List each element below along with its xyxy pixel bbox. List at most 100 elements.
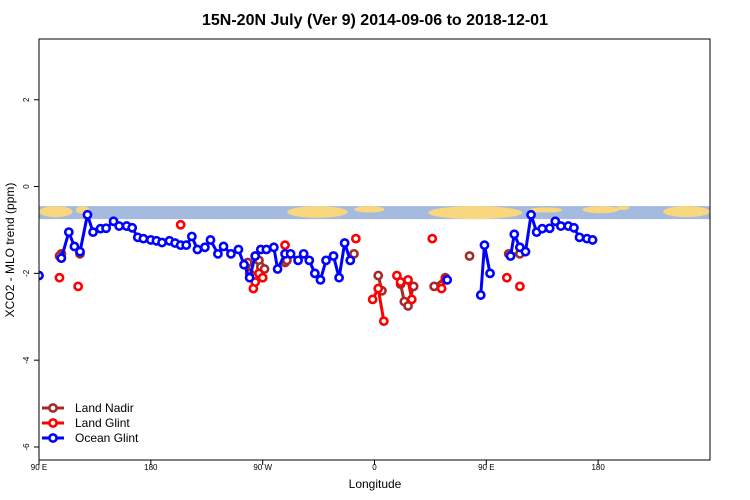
data-point <box>479 240 490 251</box>
data-point <box>114 221 125 231</box>
data-point <box>464 251 475 261</box>
data-point <box>367 294 378 305</box>
data-point <box>272 264 283 274</box>
continent-shape <box>528 207 563 213</box>
data-point <box>199 242 210 253</box>
data-point <box>505 251 516 261</box>
data-point <box>350 233 361 244</box>
series-land-glint <box>54 219 525 327</box>
data-point <box>574 232 585 243</box>
continent-shape <box>354 206 385 213</box>
plot-frame <box>38 38 711 461</box>
data-point <box>250 251 261 261</box>
map-band-land <box>39 206 710 220</box>
world-map-band <box>39 206 710 220</box>
y-axis-label: XCO2 - MLO trend (ppm) <box>3 183 17 318</box>
continent-shape <box>663 206 710 218</box>
data-point <box>514 281 525 292</box>
data-point <box>233 244 244 255</box>
data-point <box>82 209 93 220</box>
continent-shape <box>582 206 620 214</box>
data-point <box>54 272 65 283</box>
data-point <box>175 219 186 230</box>
data-point <box>261 244 272 255</box>
x-axis-label: Longitude <box>349 477 402 491</box>
legend-swatch-marker <box>48 418 58 428</box>
data-point <box>373 270 384 281</box>
data-point <box>395 277 406 287</box>
continent-shape <box>287 206 348 218</box>
data-point <box>509 229 520 240</box>
data-point <box>555 221 566 231</box>
data-point <box>442 274 453 285</box>
data-point <box>587 235 598 245</box>
data-point <box>88 227 98 238</box>
data-point <box>427 233 438 244</box>
data-point <box>157 237 167 248</box>
data-point <box>475 290 486 300</box>
data-point <box>73 281 84 292</box>
data-point <box>501 272 512 283</box>
x-tick-label: 180 <box>144 463 158 472</box>
data-point <box>75 246 85 257</box>
data-point <box>69 241 80 252</box>
data-point <box>406 294 417 305</box>
data-point <box>218 241 229 252</box>
data-point <box>339 238 350 248</box>
data-point <box>101 223 111 234</box>
data-point <box>192 244 203 255</box>
data-point <box>309 268 320 279</box>
x-tick-label: 90 E <box>31 463 47 472</box>
data-point <box>328 251 339 261</box>
continent-shape <box>428 206 523 220</box>
data-point <box>138 233 149 244</box>
data-point <box>345 255 356 266</box>
data-point <box>298 248 309 259</box>
data-point <box>526 209 536 220</box>
x-tick-label: 90 E <box>478 463 494 472</box>
legend-label: Land Nadir <box>75 401 134 415</box>
series-land-nadir <box>54 248 525 311</box>
x-tick-label: 180 <box>591 463 605 472</box>
data-point <box>373 283 384 294</box>
data-point <box>485 268 495 279</box>
data-point <box>186 231 197 242</box>
legend-item: Ocean Glint <box>42 431 139 445</box>
data-point <box>334 272 344 283</box>
data-point <box>304 255 315 266</box>
data-point <box>213 248 223 259</box>
legend-item: Land Glint <box>42 416 130 430</box>
data-point <box>285 248 296 259</box>
data-point <box>544 223 555 234</box>
data-point <box>63 227 74 238</box>
legend-item: Land Nadir <box>42 401 134 415</box>
y-tick-label: -2 <box>22 269 31 277</box>
y-tick-label: -4 <box>22 356 31 364</box>
data-point <box>244 272 255 283</box>
data-point <box>403 274 413 285</box>
series-ocean-glint <box>39 209 598 300</box>
chart-title: 15N-20N July (Ver 9) 2014-09-06 to 2018-… <box>202 12 548 29</box>
data-point <box>378 316 389 327</box>
y-tick-label: 0 <box>22 184 31 189</box>
data-point <box>520 246 531 257</box>
data-point <box>280 240 290 251</box>
data-point <box>127 222 138 233</box>
data-point <box>239 259 249 270</box>
data-point <box>226 248 236 259</box>
x-axis: 90 E 180 90 W 0 90 E 180 <box>31 460 605 472</box>
data-point <box>315 274 326 285</box>
continent-shape <box>39 206 73 218</box>
data-point <box>429 281 440 292</box>
data-point <box>257 272 268 283</box>
x-tick-label: 90 W <box>253 463 272 472</box>
y-tick-label: -6 <box>22 443 31 451</box>
data-point <box>436 283 447 294</box>
continent-shape <box>616 206 630 211</box>
legend-label: Ocean Glint <box>75 431 139 445</box>
legend-swatch-marker <box>48 433 58 443</box>
data-point <box>268 242 279 253</box>
legend-label: Land Glint <box>75 416 130 430</box>
